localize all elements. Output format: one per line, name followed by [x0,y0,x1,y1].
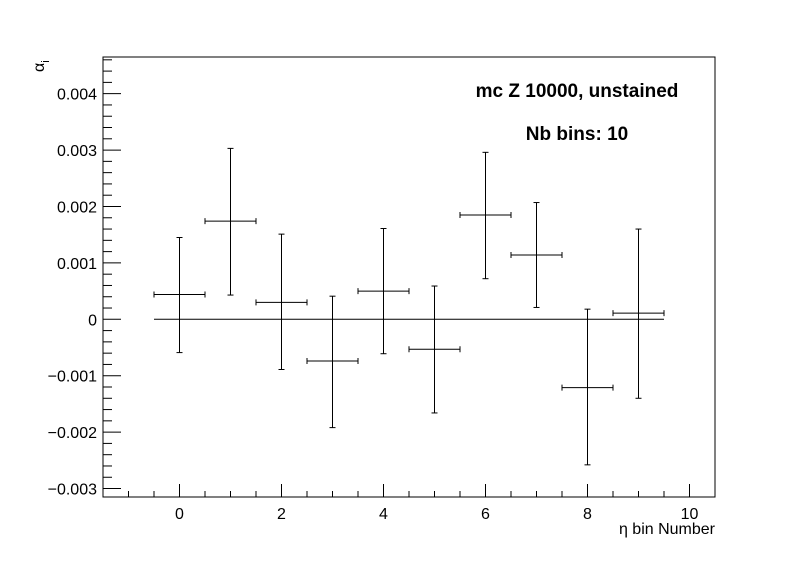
annotation-nb-bins: Nb bins: 10 [526,124,628,145]
y-axis-tick-labels: −0.003 −0.002 −0.001 0 0.001 0.002 0.003 0.004 [48,87,97,499]
y-tick-label: 0.004 [57,87,97,104]
y-tick-label: −0.002 [48,425,97,442]
y-axis-title-subscript: i [40,60,52,62]
data-point [510,202,563,308]
data-point [153,237,206,354]
y-tick-label: 0 [88,312,97,329]
x-tick-label: 0 [175,506,184,523]
y-axis-title-symbol: α [31,63,48,72]
data-point [459,151,512,280]
x-tick-label: 6 [481,506,490,523]
data-point [357,227,410,355]
x-tick-label: 4 [379,506,388,523]
y-tick-label: −0.001 [48,369,97,386]
data-point [306,295,359,429]
data-point [255,233,308,371]
x-axis-tick-labels: 0 2 4 6 8 10 [175,506,698,523]
y-tick-label: 0.001 [57,256,97,273]
data-point [408,285,461,414]
y-tick-label: −0.003 [48,482,97,499]
x-axis-ticks [128,484,716,497]
y-axis-title: αi [31,60,52,72]
x-axis-title: η bin Number [619,521,716,538]
x-tick-label: 2 [277,506,286,523]
y-tick-label: 0.002 [57,199,97,216]
data-points [153,147,665,466]
x-tick-label: 10 [681,506,699,523]
data-point [612,228,665,399]
data-point [561,308,614,466]
x-tick-label: 8 [583,506,592,523]
y-axis-ticks [103,59,121,490]
plot-frame [102,56,716,498]
svg-text:αi: αi [31,60,52,72]
data-point [204,147,257,296]
y-tick-label: 0.003 [57,143,97,160]
annotation-sample: mc Z 10000, unstained [476,81,679,102]
